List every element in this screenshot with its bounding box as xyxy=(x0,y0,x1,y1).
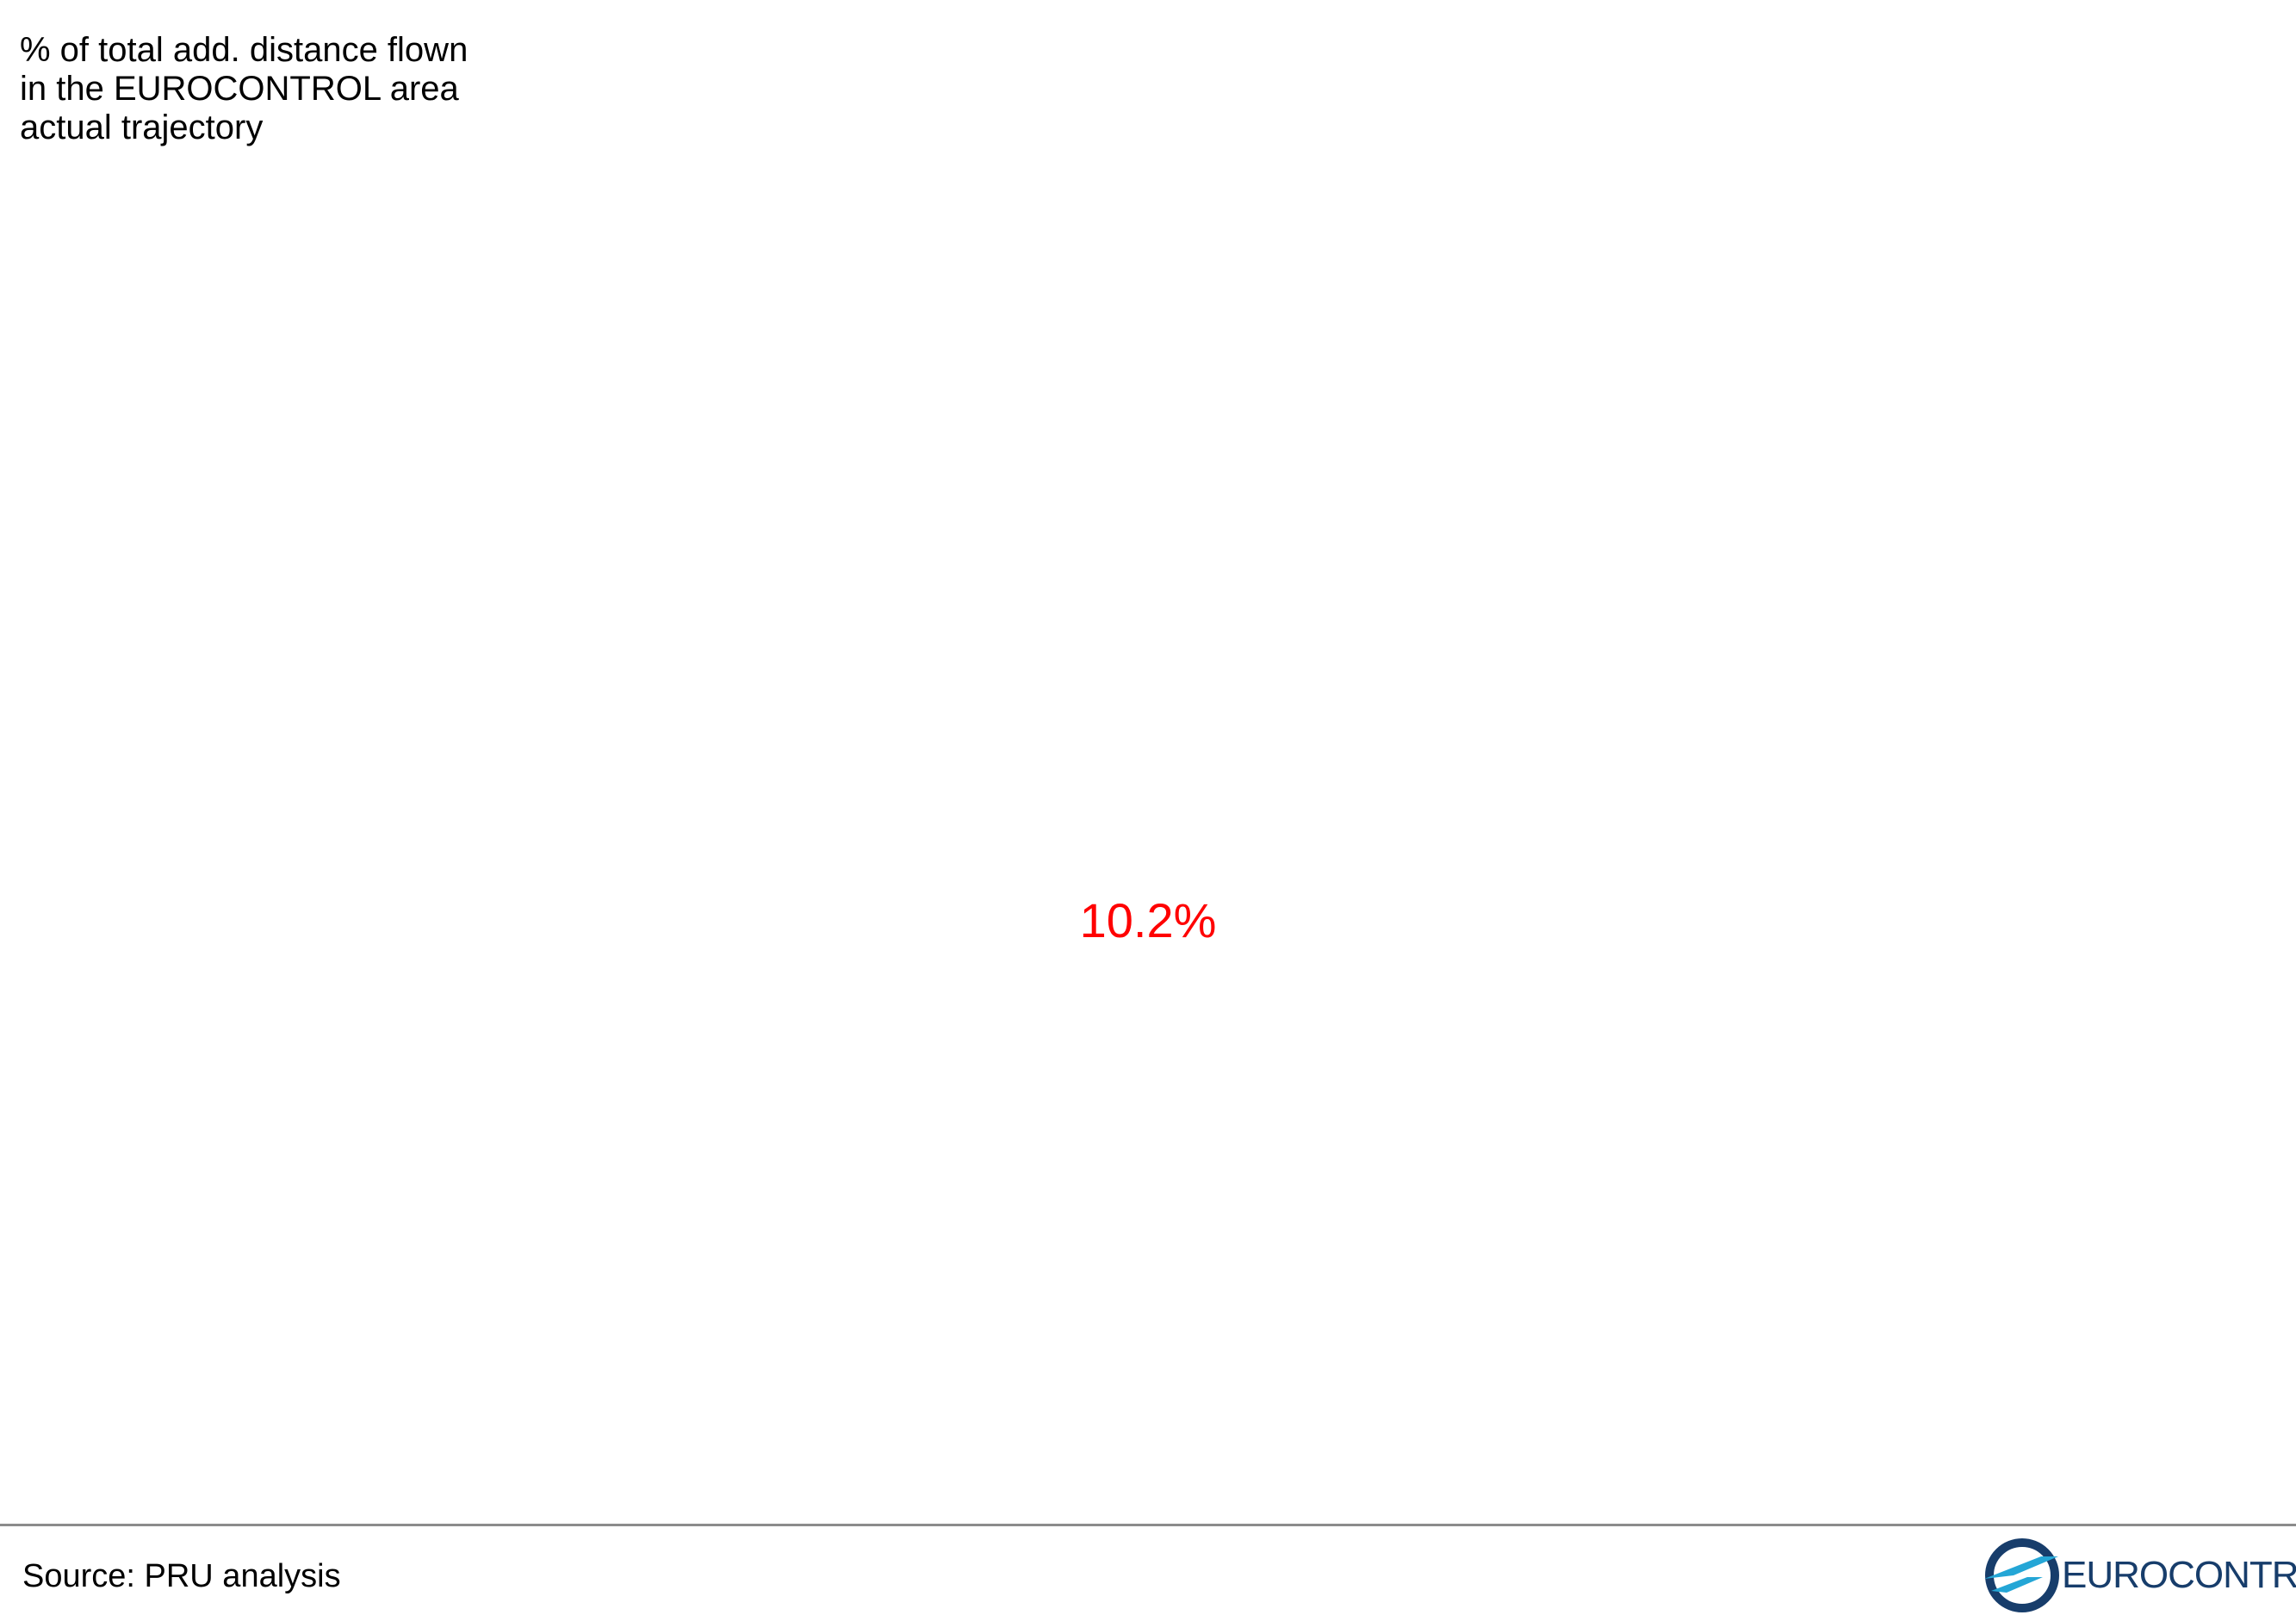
footer-divider xyxy=(0,1524,2296,1526)
eurocontrol-emblem-icon xyxy=(1984,1538,2059,1612)
chart-title-line-3: actual trajectory xyxy=(20,109,264,146)
eurocontrol-wordmark: EUROCONTROL xyxy=(2062,1554,2296,1596)
eurocontrol-logo: EUROCONTROL xyxy=(1981,1536,2296,1615)
headline-value-label: 10.2% xyxy=(1079,893,1217,947)
chart-title: % of total add. distance flown in the EU… xyxy=(20,31,468,147)
chart-title-line-2: in the EUROCONTROL area xyxy=(20,70,459,108)
source-note: Source: PRU analysis xyxy=(22,1558,341,1594)
chart-title-line-1: % of total add. distance flown xyxy=(20,31,469,69)
